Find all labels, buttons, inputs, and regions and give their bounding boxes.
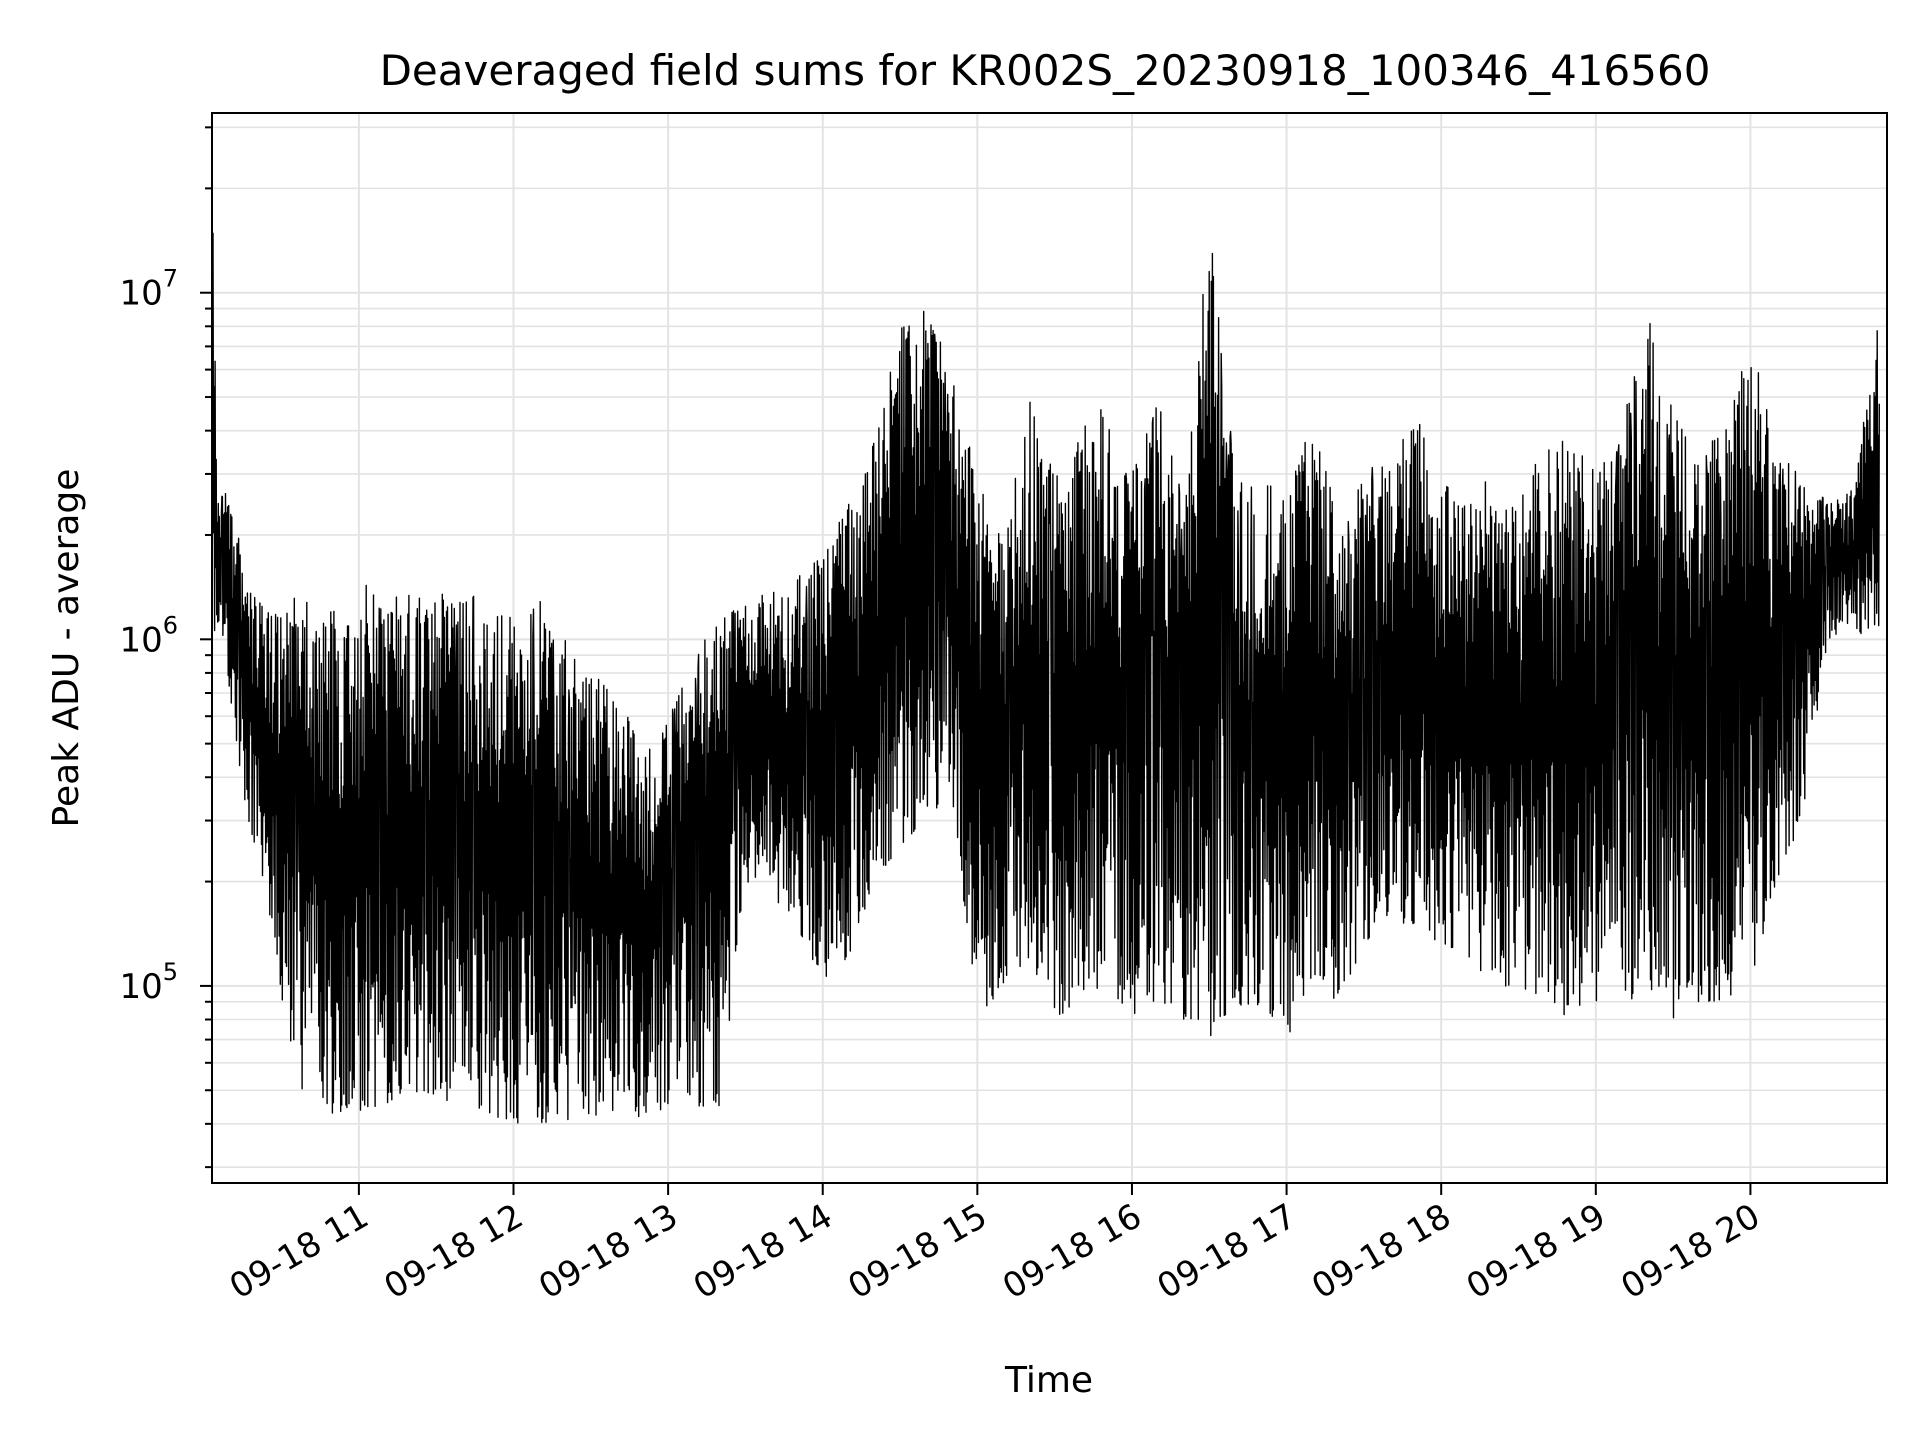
series-trace (211, 232, 1881, 1124)
y-axis-label: Peak ADU - average (46, 469, 87, 828)
y-tick-exponent: 7 (163, 265, 178, 293)
y-tick-exponent: 5 (163, 958, 178, 986)
y-tick-label: 105 (119, 958, 178, 1007)
data-series-line (211, 232, 1881, 1124)
x-axis-label: Time (1004, 1360, 1093, 1401)
y-tick-base: 10 (119, 274, 162, 314)
y-tick-label: 106 (119, 611, 178, 660)
plot-frame (211, 112, 1888, 1184)
y-tick-base: 10 (119, 967, 162, 1007)
chart-title: Deaveraged field sums for KR002S_2023091… (380, 46, 1711, 95)
y-tick-base: 10 (119, 620, 162, 660)
y-tick-exponent: 6 (163, 611, 178, 639)
y-tick-label: 107 (119, 265, 178, 314)
